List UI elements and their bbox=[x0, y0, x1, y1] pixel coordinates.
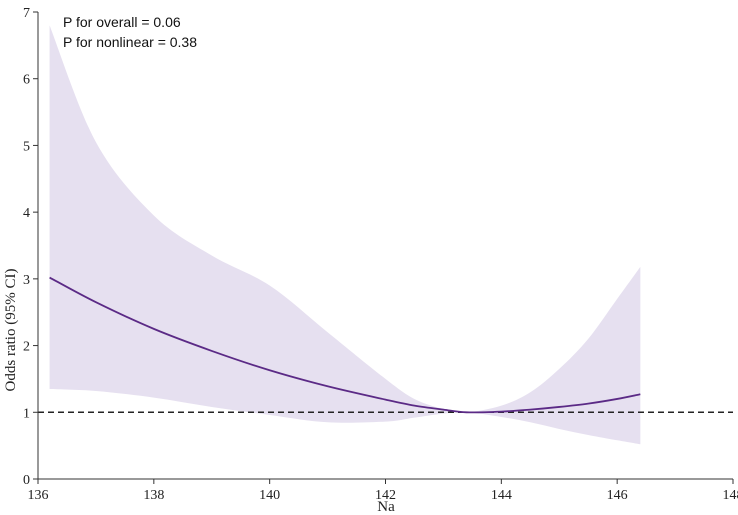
x-tick-label: 146 bbox=[607, 488, 628, 503]
x-axis-title: Na bbox=[377, 499, 395, 515]
x-tick-label: 136 bbox=[28, 488, 49, 503]
ci-band bbox=[49, 25, 641, 445]
y-tick-label: 3 bbox=[23, 273, 30, 288]
y-tick-label: 5 bbox=[23, 139, 30, 154]
or-line-layer bbox=[49, 276, 641, 414]
x-tick-label: 142 bbox=[375, 488, 396, 503]
ci-band-layer bbox=[49, 25, 641, 445]
p-overall-annotation: P for overall = 0.06 bbox=[63, 14, 181, 30]
y-tick-label: 0 bbox=[23, 473, 30, 488]
axes-layer: 136 138 140 142 144 146 148 0 1 2 3 4 5 6 7 bbox=[23, 6, 738, 503]
y-tick-label: 1 bbox=[23, 406, 30, 421]
x-tick-label: 140 bbox=[259, 488, 280, 503]
y-tick-label: 2 bbox=[23, 340, 30, 355]
or-curve-line bbox=[49, 276, 641, 414]
x-tick-label: 148 bbox=[723, 488, 738, 503]
p-nonlinear-annotation: P for nonlinear = 0.38 bbox=[63, 34, 197, 50]
y-tick-label: 4 bbox=[23, 206, 30, 221]
y-tick-label: 7 bbox=[23, 6, 30, 21]
x-tick-label: 138 bbox=[143, 488, 164, 503]
y-tick-label: 6 bbox=[23, 73, 30, 88]
y-axis-title: Odds ratio (95% CI) bbox=[3, 269, 19, 392]
x-tick-label: 144 bbox=[491, 488, 512, 503]
